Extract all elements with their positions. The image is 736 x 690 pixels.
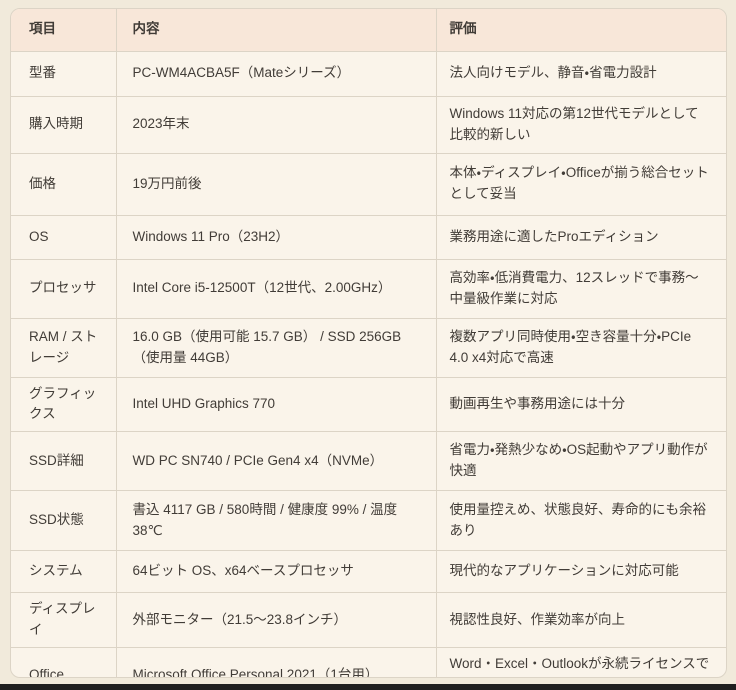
- row-label: SSD詳細: [11, 431, 116, 491]
- table-row: Office Microsoft Office Personal 2021（1台…: [11, 647, 726, 677]
- row-content: 2023年末: [115, 95, 436, 153]
- row-evaluation: Windows 11対応の第12世代モデルとして比較的新しい: [435, 95, 726, 153]
- row-content: Intel UHD Graphics 770: [115, 376, 436, 432]
- column-header-content: 内容: [115, 9, 436, 51]
- row-content: Microsoft Office Personal 2021（1台用）: [115, 647, 436, 677]
- row-label: Office: [11, 647, 116, 677]
- row-label: システム: [11, 550, 116, 593]
- table-row: プロセッサ Intel Core i5-12500T（12世代、2.00GHz）…: [11, 258, 726, 318]
- bottom-dark-bar: [0, 684, 736, 690]
- table-row: OS Windows 11 Pro（23H2） 業務用途に適したProエディショ…: [11, 214, 726, 259]
- spec-table: 項目 内容 評価 型番 PC-WM4ACBA5F（Mateシリーズ） 法人向けモ…: [11, 9, 726, 677]
- row-label: グラフィックス: [11, 376, 116, 432]
- row-evaluation: 視認性良好、作業効率が向上: [435, 592, 726, 648]
- row-evaluation: 法人向けモデル、静音・省電力設計: [435, 50, 726, 96]
- table-row: 型番 PC-WM4ACBA5F（Mateシリーズ） 法人向けモデル、静音・省電力…: [11, 50, 726, 96]
- column-header-item: 項目: [11, 9, 116, 51]
- header-row: 項目 内容 評価: [11, 9, 726, 51]
- row-evaluation: 省電力・発熱少なめ・OS起動やアプリ動作が快適: [435, 431, 726, 491]
- table-row: 価格 19万円前後 本体・ディスプレイ・Officeが揃う総合セットとして妥当: [11, 152, 726, 215]
- row-label: 購入時期: [11, 95, 116, 153]
- row-evaluation: 現代的なアプリケーションに対応可能: [435, 550, 726, 593]
- row-content: WD PC SN740 / PCIe Gen4 x4（NVMe）: [115, 431, 436, 491]
- row-content: Intel Core i5-12500T（12世代、2.00GHz）: [115, 258, 436, 318]
- row-label: OS: [11, 214, 116, 259]
- row-label: 型番: [11, 50, 116, 96]
- row-content: 64ビット OS、x64ベースプロセッサ: [115, 550, 436, 593]
- row-evaluation: 本体・ディスプレイ・Officeが揃う総合セットとして妥当: [435, 152, 726, 215]
- row-evaluation: 動画再生や事務用途には十分: [435, 376, 726, 432]
- row-evaluation: 使用量控えめ、状態良好、寿命的にも余裕あり: [435, 490, 726, 551]
- table-row: グラフィックス Intel UHD Graphics 770 動画再生や事務用途…: [11, 376, 726, 432]
- row-content: 19万円前後: [115, 152, 436, 215]
- row-content: Windows 11 Pro（23H2）: [115, 214, 436, 259]
- row-label: ディスプレイ: [11, 592, 116, 648]
- row-evaluation: 業務用途に適したProエディション: [435, 214, 726, 259]
- row-label: 価格: [11, 152, 116, 215]
- row-label: プロセッサ: [11, 258, 116, 318]
- row-content: PC-WM4ACBA5F（Mateシリーズ）: [115, 50, 436, 96]
- table-row: SSD詳細 WD PC SN740 / PCIe Gen4 x4（NVMe） 省…: [11, 431, 726, 491]
- column-header-evaluation: 評価: [435, 9, 726, 51]
- row-evaluation: 複数アプリ同時使用・空き容量十分・PCIe 4.0 x4対応で高速: [435, 317, 726, 377]
- row-evaluation: 高効率・低消費電力、12スレッドで事務～中量級作業に対応: [435, 258, 726, 318]
- row-content: 書込 4117 GB / 580時間 / 健康度 99% / 温度 38℃: [115, 490, 436, 551]
- table-row: SSD状態 書込 4117 GB / 580時間 / 健康度 99% / 温度 …: [11, 490, 726, 551]
- table-row: 購入時期 2023年末 Windows 11対応の第12世代モデルとして比較的新…: [11, 95, 726, 153]
- row-label: RAM / ストレージ: [11, 317, 116, 377]
- row-content: 外部モニター（21.5～23.8インチ）: [115, 592, 436, 648]
- table-row: RAM / ストレージ 16.0 GB（使用可能 15.7 GB） / SSD …: [11, 317, 726, 377]
- table-row: システム 64ビット OS、x64ベースプロセッサ 現代的なアプリケーションに対…: [11, 550, 726, 593]
- table-row: ディスプレイ 外部モニター（21.5～23.8インチ） 視認性良好、作業効率が向…: [11, 592, 726, 648]
- row-evaluation: Word・Excel・Outlookが永続ライセンスで使用可能: [435, 647, 726, 677]
- row-label: SSD状態: [11, 490, 116, 551]
- row-content: 16.0 GB（使用可能 15.7 GB） / SSD 256GB（使用量 44…: [115, 317, 436, 377]
- pc-spec-table: 項目 内容 評価 型番 PC-WM4ACBA5F（Mateシリーズ） 法人向けモ…: [10, 8, 727, 678]
